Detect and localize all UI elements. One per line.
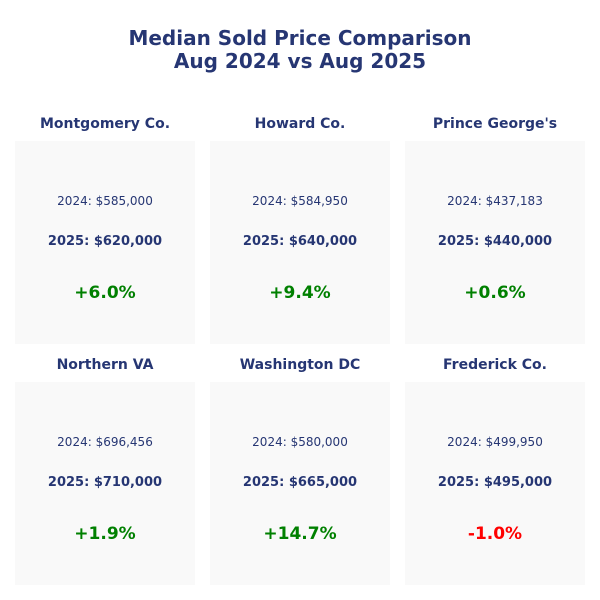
value-2025-frederick: 2025: $495,000	[437, 475, 553, 490]
chart-title-line: Median Sold Price Comparison	[128, 26, 472, 50]
value-2024-frederick: 2024: $499,950	[447, 435, 543, 449]
value-2025-northern-va: 2025: $710,000	[47, 475, 163, 490]
panel-card-northern-va: 2024: $696,456 2025: $710,000 +1.9%	[15, 382, 195, 585]
chart-subtitle-line: Aug 2024 vs Aug 2025	[173, 49, 427, 73]
value-2024-howard: 2024: $584,950	[252, 194, 348, 208]
panel-title-washington-dc: Washington DC	[239, 357, 361, 373]
value-2025-montgomery: 2025: $620,000	[47, 234, 163, 249]
panel-title-montgomery: Montgomery Co.	[39, 116, 171, 132]
panel-title-frederick: Frederick Co.	[443, 357, 547, 373]
value-2024-montgomery: 2024: $585,000	[57, 194, 153, 208]
panel-title-howard: Howard Co.	[254, 116, 346, 132]
chart-title: Median Sold Price Comparison Aug 2024 vs…	[0, 27, 600, 73]
panel-title-prince-georges: Prince George's	[432, 116, 558, 132]
change-pct-northern-va: +1.9%	[74, 524, 136, 544]
panel-card-montgomery: 2024: $585,000 2025: $620,000 +6.0%	[15, 141, 195, 344]
change-pct-howard: +9.4%	[269, 283, 331, 303]
value-2025-washington-dc: 2025: $665,000	[242, 475, 358, 490]
panel-card-howard: 2024: $584,950 2025: $640,000 +9.4%	[210, 141, 390, 344]
panel-card-washington-dc: 2024: $580,000 2025: $665,000 +14.7%	[210, 382, 390, 585]
change-pct-montgomery: +6.0%	[74, 283, 136, 303]
panel-title-northern-va: Northern VA	[56, 357, 154, 373]
value-2024-northern-va: 2024: $696,456	[57, 435, 153, 449]
value-2025-prince-georges: 2025: $440,000	[437, 234, 553, 249]
panel-card-prince-georges: 2024: $437,183 2025: $440,000 +0.6%	[405, 141, 585, 344]
change-pct-washington-dc: +14.7%	[263, 524, 337, 544]
value-2024-washington-dc: 2024: $580,000	[252, 435, 348, 449]
value-2024-prince-georges: 2024: $437,183	[447, 194, 543, 208]
change-pct-prince-georges: +0.6%	[464, 283, 526, 303]
panel-card-frederick: 2024: $499,950 2025: $495,000 -1.0%	[405, 382, 585, 585]
value-2025-howard: 2025: $640,000	[242, 234, 358, 249]
change-pct-frederick: -1.0%	[467, 524, 523, 544]
